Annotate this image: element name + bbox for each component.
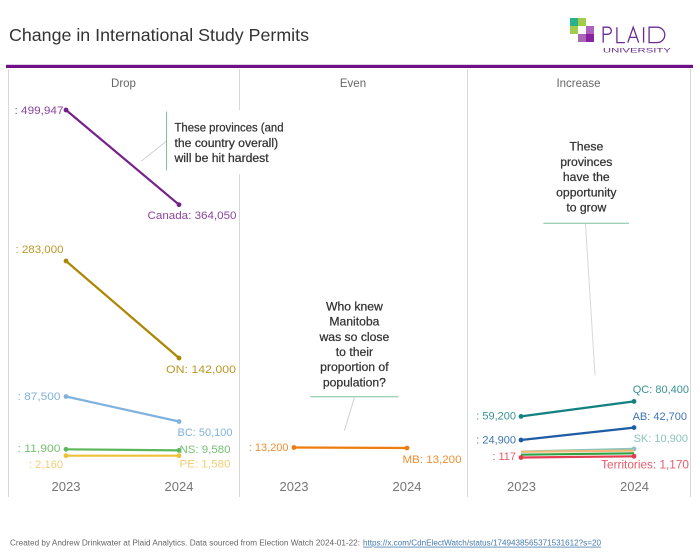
svg-text:These: These xyxy=(569,140,603,154)
svg-text:proportion of: proportion of xyxy=(320,360,389,374)
svg-text:Change in International Study: Change in International Study Permits xyxy=(9,25,309,45)
svg-text:have the: have the xyxy=(563,170,610,184)
svg-text:Canada: 364,050: Canada: 364,050 xyxy=(148,210,237,222)
svg-text:BC: 50,100: BC: 50,100 xyxy=(178,427,233,439)
svg-text:NS: 9,580: NS: 9,580 xyxy=(180,444,231,456)
svg-text:UNIVERSITY: UNIVERSITY xyxy=(603,47,672,54)
svg-text:These provinces (and: These provinces (and xyxy=(175,120,284,134)
svg-text:the country overall): the country overall) xyxy=(175,136,279,150)
svg-text:to grow: to grow xyxy=(566,201,606,215)
svg-text:QC: 80,400: QC: 80,400 xyxy=(633,384,689,396)
svg-text:Territories: 1,170: Territories: 1,170 xyxy=(601,458,689,472)
svg-text:2024: 2024 xyxy=(165,479,194,494)
svg-text:MB: 13,200: MB: 13,200 xyxy=(403,454,462,466)
svg-text:2023: 2023 xyxy=(52,479,81,494)
svg-text:was so close: was so close xyxy=(319,330,390,344)
svg-text:2024: 2024 xyxy=(620,479,649,494)
svg-text:Even: Even xyxy=(340,78,366,90)
svg-text:: 87,500: : 87,500 xyxy=(18,391,61,403)
svg-text:ON: 142,000: ON: 142,000 xyxy=(166,364,236,376)
svg-text:Increase: Increase xyxy=(556,78,600,90)
svg-text:Created by Andrew Drinkwater a: Created by Andrew Drinkwater at Plaid An… xyxy=(10,539,360,548)
svg-text:Drop: Drop xyxy=(111,78,136,90)
svg-text:: 2,160: : 2,160 xyxy=(29,459,63,471)
svg-text:SK: 10,900: SK: 10,900 xyxy=(634,433,688,445)
svg-text:population?: population? xyxy=(323,375,386,389)
svg-text:: 59,200: : 59,200 xyxy=(476,411,516,423)
svg-text:: 24,900: : 24,900 xyxy=(476,435,516,447)
svg-text:Manitoba: Manitoba xyxy=(329,315,379,329)
svg-text:2023: 2023 xyxy=(507,479,536,494)
svg-text:2024: 2024 xyxy=(393,479,422,494)
svg-text:PE: 1,580: PE: 1,580 xyxy=(180,459,231,471)
svg-text:2023: 2023 xyxy=(280,479,309,494)
svg-text:: 11,900: : 11,900 xyxy=(18,443,61,455)
svg-text:https://x.com/CdnElectWatch/st: https://x.com/CdnElectWatch/status/17494… xyxy=(363,539,602,548)
svg-text:opportunity: opportunity xyxy=(556,185,617,199)
svg-text:: 499,947: : 499,947 xyxy=(15,105,64,117)
svg-text:provinces: provinces xyxy=(560,155,612,169)
svg-text:will be hit hardest: will be hit hardest xyxy=(174,151,270,165)
svg-text:: 117: : 117 xyxy=(492,451,516,463)
svg-text:to their: to their xyxy=(336,345,373,359)
svg-text:: 13,200: : 13,200 xyxy=(249,442,289,454)
svg-text:AB: 42,700: AB: 42,700 xyxy=(633,411,687,423)
svg-text:: 283,000: : 283,000 xyxy=(16,244,64,256)
svg-text:Who knew: Who knew xyxy=(326,299,383,313)
